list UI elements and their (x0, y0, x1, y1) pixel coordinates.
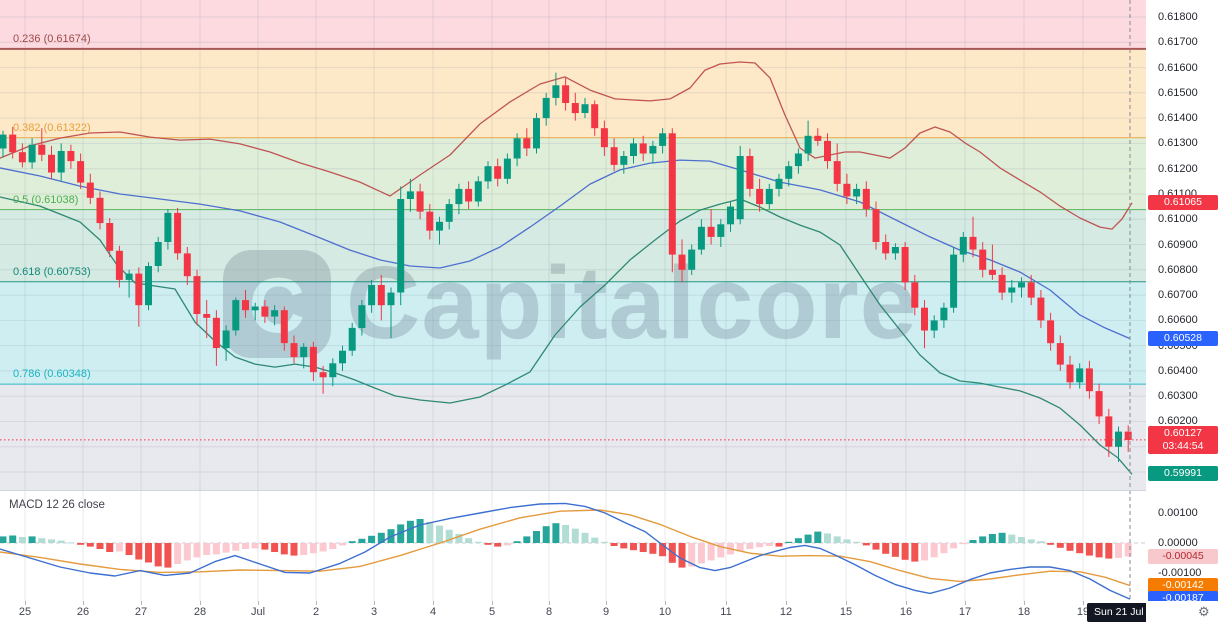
price-tick-label: 0.61400 (1158, 112, 1198, 125)
axis-corner: ⚙ (1146, 601, 1221, 625)
price-tick-label: 0.61700 (1158, 36, 1198, 49)
price-tick-label: 0.60400 (1158, 364, 1198, 377)
time-tick (726, 601, 727, 605)
price-tick-label: 0.61500 (1158, 86, 1198, 99)
time-label: 3 (370, 606, 378, 618)
time-label: 25 (18, 606, 32, 618)
pane-divider[interactable] (0, 490, 1221, 491)
price-badge: 0.61065 (1148, 194, 1218, 210)
time-tick (786, 601, 787, 605)
time-label: 28 (193, 606, 207, 618)
fib-zone (0, 137, 1146, 210)
macd-chart[interactable] (0, 490, 1146, 601)
fib-zone (0, 0, 1146, 49)
macd-tick-label: 0.00000 (1158, 537, 1198, 549)
time-tick (25, 601, 26, 605)
time-tick (141, 601, 142, 605)
time-tick (606, 601, 607, 605)
time-tick (965, 601, 966, 605)
time-tick (1024, 601, 1025, 605)
price-tick-label: 0.61200 (1158, 162, 1198, 175)
candlestick-chart[interactable] (0, 0, 1146, 490)
time-label: 5 (488, 606, 496, 618)
time-tick (433, 601, 434, 605)
time-label: 19 (1076, 606, 1090, 618)
price-tick-label: 0.60700 (1158, 289, 1198, 302)
fib-zones (0, 0, 1146, 490)
price-badge: 0.59991 (1148, 466, 1218, 482)
timezone-gear-icon[interactable]: ⚙ (1198, 604, 1210, 619)
fib-label-05: 0.5 (0.61038) (13, 193, 79, 206)
bb-lower-line (0, 196, 1133, 475)
time-tick (846, 601, 847, 605)
fib-label-0382: 0.382 (0.61322) (13, 121, 91, 134)
price-axis[interactable]: 0.61800 0.61700 0.61600 0.61500 0.61400 0.613… (1146, 0, 1221, 625)
fib-level-lines[interactable] (0, 47, 1146, 385)
time-tick (492, 601, 493, 605)
price-badge: 0.60127 03:44:54 (1148, 425, 1218, 454)
time-label: 27 (134, 606, 148, 618)
price-tick-label: 0.61300 (1158, 137, 1198, 150)
time-tick (906, 601, 907, 605)
price-pane[interactable]: C Capitalcore 0.236 (0.61674) 0.382 (0.6… (0, 0, 1146, 490)
macd-pane[interactable]: MACD 12 26 close (0, 490, 1146, 601)
indicator-label[interactable]: MACD 12 26 close (9, 499, 105, 511)
fib-label-0618: 0.618 (0.60753) (13, 265, 91, 278)
fib-zone (0, 384, 1146, 490)
price-tick-label: 0.60600 (1158, 314, 1198, 327)
time-label: 16 (899, 606, 913, 618)
macd-tick-label: -0.00100 (1158, 567, 1202, 579)
time-label: 4 (429, 606, 437, 618)
price-tick-label: 0.60900 (1158, 238, 1198, 251)
time-axis[interactable]: Sun 21 Jul '24 21:00 25 26 27 28 Jul 2 3 4 5 8 9 10… (0, 601, 1197, 625)
bb-upper-line (0, 61, 1133, 230)
time-label: 8 (545, 606, 553, 618)
bb-basis-line (0, 159, 1131, 340)
time-tick (374, 601, 375, 605)
price-badge: 0.60528 (1148, 330, 1218, 346)
price-tick-label: 0.60800 (1158, 263, 1198, 276)
time-tick (1083, 601, 1084, 605)
time-label: 17 (958, 606, 972, 618)
price-tick-label: 0.60300 (1158, 390, 1198, 403)
macd-signal-line (0, 509, 1131, 587)
time-label: 18 (1017, 606, 1031, 618)
time-label: 9 (602, 606, 610, 618)
price-tick-label: 0.61600 (1158, 61, 1198, 74)
time-label: 11 (720, 606, 732, 618)
time-tick (200, 601, 201, 605)
time-label: 12 (779, 606, 793, 618)
fib-label-0236: 0.236 (0.61674) (13, 32, 91, 45)
macd-value-badge: -0.00045 (1148, 548, 1218, 564)
candles-series[interactable] (0, 72, 1132, 462)
time-tick (665, 601, 666, 605)
macd-tick-label: 0.00100 (1158, 507, 1198, 519)
price-tick-label: 0.60200 (1158, 415, 1198, 428)
time-label: Jul (250, 606, 266, 618)
macd-value-badge: -0.00142 (1148, 577, 1218, 593)
price-tick-label: 0.61000 (1158, 213, 1198, 226)
time-tick (258, 601, 259, 605)
time-label: 15 (839, 606, 853, 618)
macd-main-line (0, 502, 1131, 600)
fib-label-0786: 0.786 (0.60348) (13, 368, 91, 381)
fib-zone (0, 48, 1146, 138)
time-tick (83, 601, 84, 605)
time-tick (549, 601, 550, 605)
time-tick (316, 601, 317, 605)
price-tick-label: 0.61800 (1158, 11, 1198, 23)
time-label: 2 (312, 606, 320, 618)
time-label: 26 (76, 606, 90, 618)
time-label: 10 (658, 606, 672, 618)
macd-histogram (0, 519, 1132, 568)
